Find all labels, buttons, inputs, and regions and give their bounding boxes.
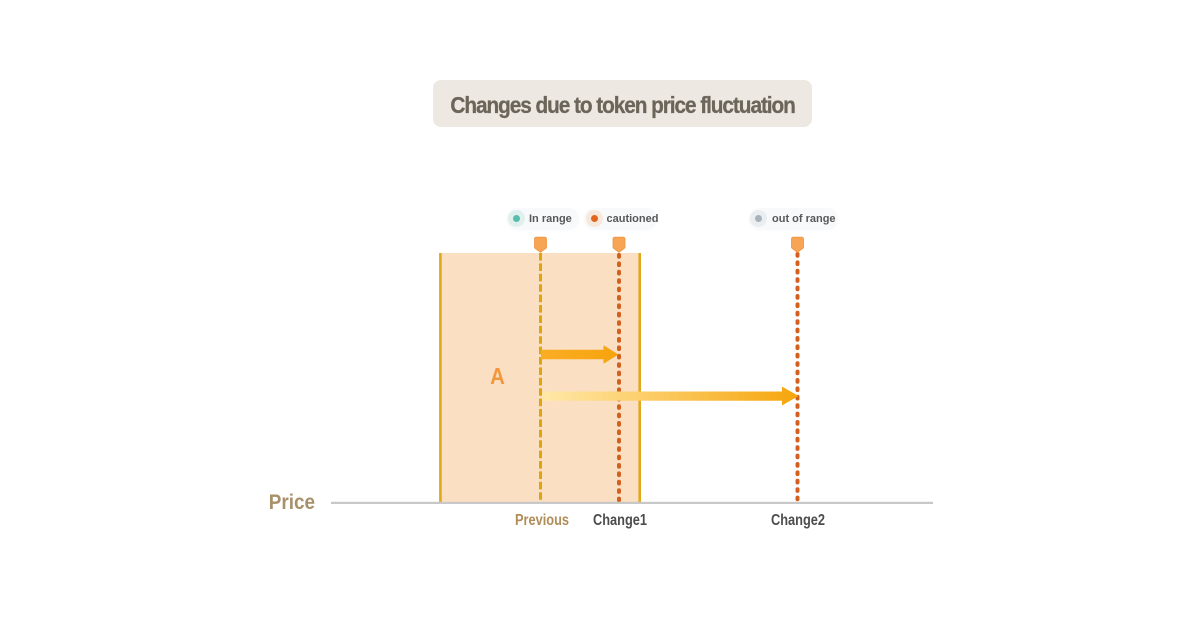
svg-text:A: A [490, 363, 505, 390]
